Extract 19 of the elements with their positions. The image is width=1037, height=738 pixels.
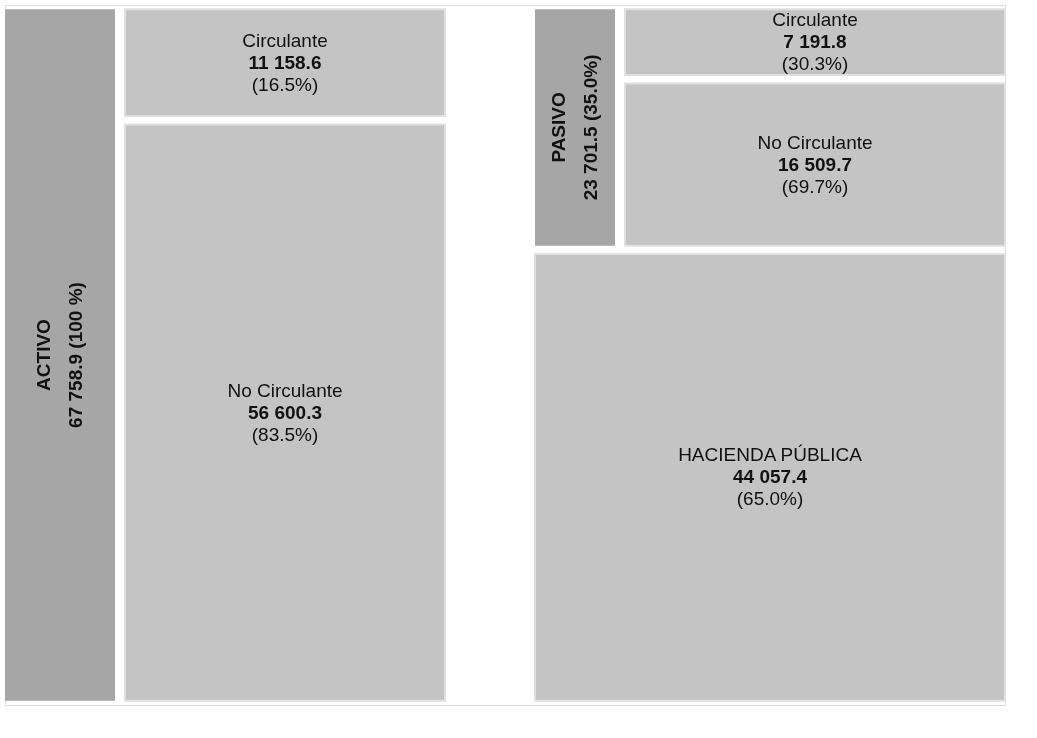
text: (69.7%) <box>781 175 849 197</box>
data-label: 56 600.3 <box>248 401 322 423</box>
data-label: 44 057.4 <box>733 466 808 488</box>
category-label: Circulante <box>242 29 328 51</box>
text: 23 701.5 (35.0%) <box>580 54 601 201</box>
text: (83.5%) <box>251 423 319 445</box>
text: ACTIVO <box>33 319 54 391</box>
text: PASIVO <box>548 92 569 163</box>
data-label: 11 158.6 <box>248 51 322 73</box>
text: (30.3%) <box>781 53 849 75</box>
category-label: No Circulante <box>227 379 343 401</box>
category-label: No Circulante <box>757 131 873 153</box>
data-label: 7 191.8 <box>783 31 847 53</box>
text: 67 758.9 (100 %) <box>65 282 86 428</box>
text: (16.5%) <box>251 73 319 95</box>
data-label: 16 509.7 <box>778 153 852 175</box>
text: (65.0%) <box>736 488 804 510</box>
category-label: HACIENDA PÚBLICA <box>678 444 863 466</box>
category-label: Circulante <box>772 9 858 31</box>
